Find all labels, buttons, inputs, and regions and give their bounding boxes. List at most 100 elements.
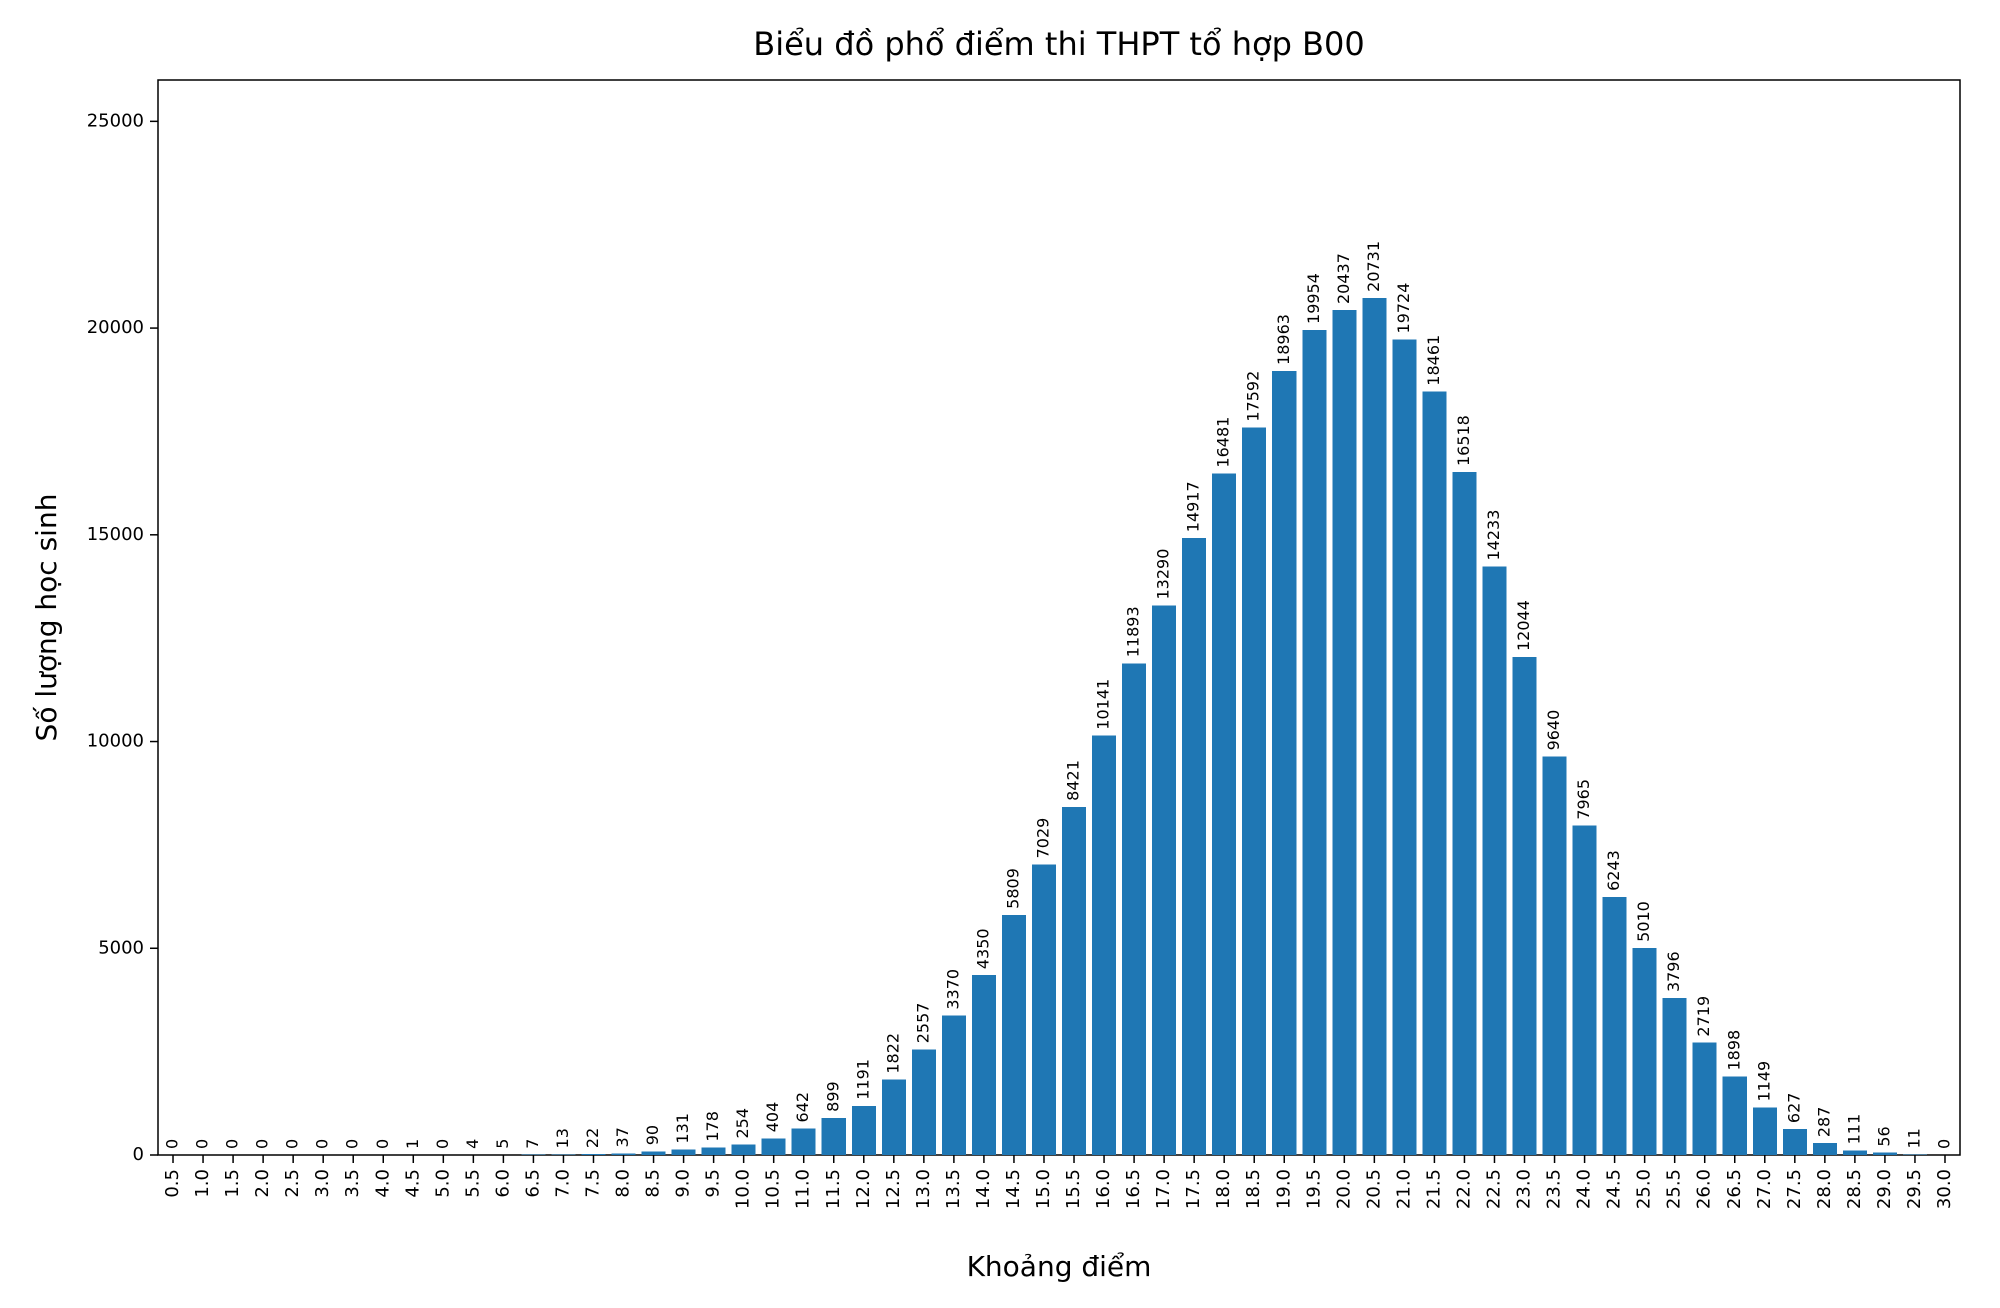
x-tick-label: 3.0: [312, 1169, 333, 1198]
bar-value-label: 18963: [1274, 314, 1293, 365]
x-tick-label: 16.0: [1093, 1169, 1114, 1209]
bar-value-label: 111: [1844, 1114, 1863, 1145]
x-axis-label: Khoảng điểm: [967, 1250, 1152, 1283]
bar: [1152, 606, 1176, 1155]
bar-value-label: 16518: [1454, 415, 1473, 466]
x-tick-label: 22.5: [1483, 1169, 1504, 1209]
bar-value-label: 8421: [1064, 760, 1083, 801]
x-tick-label: 29.5: [1904, 1169, 1925, 1209]
x-tick-label: 25.0: [1634, 1169, 1655, 1209]
bar-value-label: 14233: [1484, 510, 1503, 561]
bar: [1783, 1129, 1807, 1155]
bar: [672, 1150, 696, 1155]
x-tick-label: 13.5: [943, 1169, 964, 1209]
bar: [1693, 1043, 1717, 1155]
x-tick-label: 24.5: [1604, 1169, 1625, 1209]
bar: [1332, 310, 1356, 1155]
bar-value-label: 19954: [1304, 273, 1323, 324]
bar-value-label: 131: [673, 1113, 692, 1144]
x-tick-label: 3.5: [342, 1169, 363, 1198]
bar: [972, 975, 996, 1155]
x-tick-label: 30.0: [1934, 1169, 1955, 1209]
bar: [1122, 663, 1146, 1155]
bar: [1212, 474, 1236, 1155]
x-tick-label: 11.0: [793, 1169, 814, 1209]
x-tick-label: 1.5: [222, 1169, 243, 1198]
x-tick-label: 9.5: [703, 1169, 724, 1198]
bar: [1723, 1077, 1747, 1155]
x-tick-label: 2.5: [282, 1169, 303, 1198]
bar-value-label: 0: [433, 1139, 452, 1149]
x-tick-label: 5.0: [432, 1169, 453, 1198]
x-tick-label: 17.5: [1183, 1169, 1204, 1209]
y-tick-label: 5000: [98, 937, 144, 958]
bar-value-label: 56: [1874, 1126, 1893, 1146]
bar: [912, 1049, 936, 1155]
y-tick-label: 0: [133, 1144, 144, 1165]
bar: [1392, 339, 1416, 1155]
bar-value-label: 0: [313, 1139, 332, 1149]
bar-value-label: 16481: [1214, 417, 1233, 468]
bar: [1513, 657, 1537, 1155]
bar: [1843, 1150, 1867, 1155]
bar: [551, 1154, 575, 1155]
bar-value-label: 19724: [1394, 283, 1413, 334]
x-tick-label: 19.0: [1273, 1169, 1294, 1209]
bar-value-label: 254: [733, 1108, 752, 1139]
bar-value-label: 37: [613, 1127, 632, 1147]
x-tick-label: 11.5: [823, 1169, 844, 1209]
bar-value-label: 1898: [1724, 1030, 1743, 1071]
bar-value-label: 7029: [1033, 818, 1052, 859]
bar-value-label: 20437: [1334, 253, 1353, 304]
bar-value-label: 4350: [973, 928, 992, 969]
chart-title: Biểu đồ phổ điểm thi THPT tổ hợp B00: [753, 25, 1364, 63]
bar-value-label: 13290: [1154, 549, 1173, 600]
bar-value-label: 4: [463, 1139, 482, 1149]
bar-value-label: 17592: [1244, 371, 1263, 422]
x-tick-label: 17.0: [1153, 1169, 1174, 1209]
x-tick-label: 12.0: [853, 1169, 874, 1209]
bar-value-label: 20731: [1364, 241, 1383, 292]
x-tick-label: 23.0: [1514, 1169, 1535, 1209]
bar-value-label: 18461: [1424, 335, 1443, 386]
bar: [942, 1016, 966, 1155]
x-tick-label: 18.5: [1243, 1169, 1264, 1209]
bar-value-label: 287: [1814, 1107, 1833, 1138]
bar-value-label: 1822: [883, 1033, 902, 1074]
x-tick-label: 10.5: [763, 1169, 784, 1209]
bar: [1543, 756, 1567, 1155]
x-tick-label: 4.5: [402, 1169, 423, 1198]
bar: [1753, 1107, 1777, 1155]
x-tick-label: 8.0: [613, 1169, 634, 1198]
bar-value-label: 22: [583, 1128, 602, 1148]
x-tick-label: 26.0: [1694, 1169, 1715, 1209]
x-tick-label: 27.0: [1754, 1169, 1775, 1209]
bar-value-label: 5: [493, 1139, 512, 1149]
bar: [1663, 998, 1687, 1155]
bar-value-label: 178: [703, 1111, 722, 1142]
bar: [1813, 1143, 1837, 1155]
y-tick-label: 15000: [87, 524, 144, 545]
bar-value-label: 0: [283, 1139, 302, 1149]
bar: [1032, 864, 1056, 1155]
bar-value-label: 1191: [853, 1059, 872, 1100]
bar-value-label: 0: [253, 1139, 272, 1149]
x-tick-label: 2.0: [252, 1169, 273, 1198]
bar: [1092, 736, 1116, 1155]
x-tick-label: 0.5: [162, 1169, 183, 1198]
x-tick-label: 29.0: [1874, 1169, 1895, 1209]
bar: [822, 1118, 846, 1155]
bar-value-label: 11893: [1124, 606, 1143, 657]
bar-value-label: 1149: [1754, 1061, 1773, 1102]
bar-value-label: 3796: [1664, 951, 1683, 992]
x-tick-label: 19.5: [1303, 1169, 1324, 1209]
bar-value-label: 0: [223, 1139, 242, 1149]
bar-value-label: 14917: [1184, 481, 1203, 532]
bar-value-label: 627: [1784, 1093, 1803, 1124]
bar: [1452, 472, 1476, 1155]
x-tick-label: 22.0: [1453, 1169, 1474, 1209]
bar-value-label: 0: [163, 1139, 182, 1149]
bar: [1603, 897, 1627, 1155]
bar: [1362, 298, 1386, 1155]
x-tick-label: 14.0: [973, 1169, 994, 1209]
